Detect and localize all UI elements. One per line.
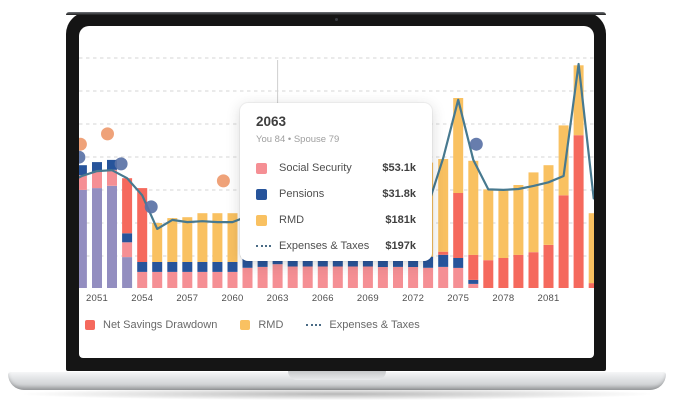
- series-swatch-icon: [256, 162, 271, 174]
- legend-item-label: RMD: [258, 319, 284, 331]
- legend-item-expenses-taxes[interactable]: Expenses & Taxes: [306, 319, 420, 331]
- svg-text:2075: 2075: [447, 293, 469, 304]
- laptop-shadow: [24, 388, 650, 400]
- tooltip-series-label: Social Security: [279, 162, 352, 174]
- svg-text:2066: 2066: [312, 293, 334, 304]
- dashed-line-icon: [256, 245, 271, 247]
- scatter-dots: [79, 127, 483, 214]
- laptop-base-notch: [288, 371, 386, 380]
- tooltip-series-value: $197k: [385, 240, 416, 252]
- tooltip-series-value: $31.8k: [382, 188, 416, 200]
- tooltip-row: RMD $181k: [256, 207, 416, 233]
- chart-area: 2051 2054 2057 2060 2063 2066 2069 2072 2075 2078…: [79, 26, 594, 358]
- svg-text:2081: 2081: [538, 293, 560, 304]
- tooltip-series-value: $181k: [385, 214, 416, 226]
- svg-text:2063: 2063: [267, 293, 289, 304]
- tooltip-row: Social Security $53.1k: [256, 155, 416, 181]
- svg-text:2060: 2060: [222, 293, 244, 304]
- legend-item-net-savings-drawdown[interactable]: Net Savings Drawdown: [85, 319, 217, 331]
- tooltip-series-value: $53.1k: [382, 162, 416, 174]
- legend-item-rmd[interactable]: RMD: [240, 319, 283, 331]
- chart-legend: Net Savings Drawdown RMD Expenses & Taxes: [85, 319, 420, 331]
- chart-tooltip: 2063 You 84 • Spouse 79 Social Security $…: [240, 103, 432, 261]
- laptop-base: [8, 371, 666, 390]
- x-axis-labels: 2051 2054 2057 2060 2063 2066 2069 2072 2075 2078…: [86, 293, 559, 304]
- tooltip-series-label: Pensions: [279, 188, 325, 200]
- laptop-screen-bezel: 2051 2054 2057 2060 2063 2066 2069 2072 2075 2078…: [66, 12, 606, 371]
- legend-swatch-icon: [85, 320, 95, 330]
- tooltip-year-title: 2063: [256, 114, 287, 129]
- tooltip-row: Pensions $31.8k: [256, 181, 416, 207]
- legend-swatch-icon: [240, 320, 251, 330]
- tooltip-rows: Social Security $53.1k Pensions $31.8k RMD $1…: [256, 155, 416, 259]
- svg-text:2072: 2072: [402, 293, 424, 304]
- series-swatch-icon: [256, 214, 271, 226]
- svg-text:2078: 2078: [492, 293, 514, 304]
- dashed-line-icon: [306, 324, 322, 326]
- svg-text:2069: 2069: [357, 293, 379, 304]
- tooltip-series-label: RMD: [279, 214, 305, 226]
- tooltip-ages-subtitle: You 84 • Spouse 79: [256, 134, 340, 145]
- legend-item-label: Net Savings Drawdown: [103, 319, 218, 331]
- svg-text:2054: 2054: [131, 293, 153, 304]
- series-swatch-icon: [256, 188, 271, 200]
- webcam-dot-icon: [335, 18, 338, 21]
- tooltip-row: Expenses & Taxes $197k: [256, 233, 416, 259]
- svg-text:2051: 2051: [86, 293, 108, 304]
- tooltip-series-label: Expenses & Taxes: [279, 240, 370, 252]
- svg-text:2057: 2057: [176, 293, 198, 304]
- legend-item-label: Expenses & Taxes: [329, 319, 420, 331]
